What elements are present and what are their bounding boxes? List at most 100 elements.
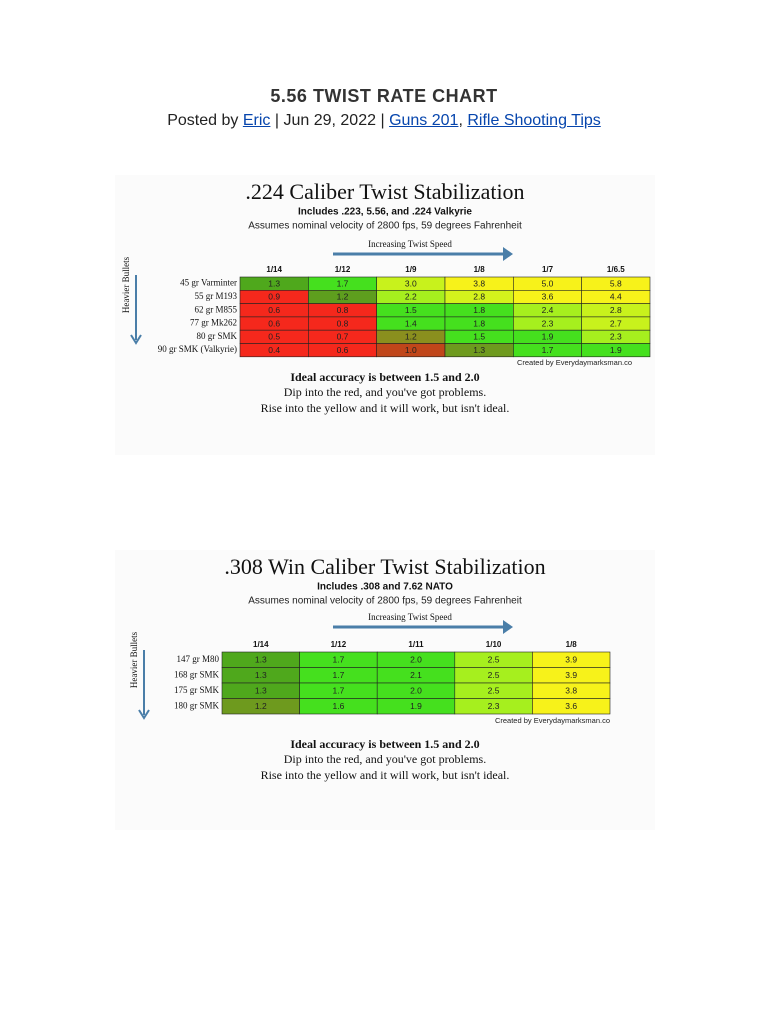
cell-value: 0.4 — [268, 345, 280, 355]
column-header: 1/11 — [408, 640, 424, 649]
row-label: 80 gr SMK — [196, 331, 237, 341]
separator: | — [274, 112, 280, 129]
cell-value: 2.0 — [410, 686, 422, 696]
cell-value: 0.6 — [337, 345, 349, 355]
cell-value: 0.8 — [337, 305, 349, 315]
column-header: 1/14 — [266, 265, 282, 274]
cell-value: 1.7 — [542, 345, 554, 355]
row-label: 90 gr SMK (Valkyrie) — [158, 344, 237, 354]
cell-value: 1.9 — [610, 345, 622, 355]
cell-value: 0.6 — [268, 305, 280, 315]
cell-value: 1.3 — [255, 686, 267, 696]
cell-value: 1.2 — [337, 292, 349, 302]
axis-arrow-head — [138, 709, 150, 720]
cell-value: 3.8 — [473, 278, 485, 288]
column-header: 1/7 — [542, 265, 554, 274]
chart-subtitle: Includes .223, 5.56, and .224 Valkyrie — [298, 207, 472, 218]
cell-value: 2.0 — [410, 655, 422, 665]
byline-prefix: Posted by — [167, 112, 239, 129]
cell-value: 3.0 — [405, 278, 417, 288]
cell-value: 1.7 — [337, 278, 349, 288]
cell-value: 5.0 — [542, 278, 554, 288]
cell-value: 5.8 — [610, 278, 622, 288]
cell-value: 1.5 — [405, 305, 417, 315]
cell-value: 1.2 — [405, 332, 417, 342]
byline: Posted by Eric | Jun 29, 2022 | Guns 201… — [0, 112, 768, 130]
cell-value: 1.5 — [473, 332, 485, 342]
cell-value: 1.3 — [473, 345, 485, 355]
cell-value: 0.8 — [337, 318, 349, 328]
arrow-head — [503, 620, 513, 634]
arrow-label: Increasing Twist Speed — [368, 612, 452, 622]
credit: Created by Everydaymarksman.co — [517, 358, 632, 367]
chart-title: .224 Caliber Twist Stabilization — [245, 179, 524, 204]
cell-value: 1.7 — [332, 670, 344, 680]
column-header: 1/8 — [566, 640, 578, 649]
cell-value: 2.3 — [488, 701, 500, 711]
footer-line: Dip into the red, and you've got problem… — [284, 385, 486, 399]
post-date: Jun 29, 2022 — [283, 112, 376, 129]
footer-line: Ideal accuracy is between 1.5 and 2.0 — [290, 737, 479, 751]
cell-value: 2.5 — [488, 655, 500, 665]
cell-value: 2.7 — [610, 318, 622, 328]
footer-line: Rise into the yellow and it will work, b… — [261, 401, 510, 415]
column-header: 1/6.5 — [607, 265, 625, 274]
cell-value: 1.7 — [332, 686, 344, 696]
cell-value: 1.9 — [542, 332, 554, 342]
column-header: 1/14 — [253, 640, 269, 649]
row-label: 168 gr SMK — [174, 669, 220, 679]
chart-image: .224 Caliber Twist Stabilization Includes… — [115, 175, 655, 455]
cell-value: 1.9 — [410, 701, 422, 711]
cell-value: 3.6 — [542, 292, 554, 302]
column-header: 1/10 — [486, 640, 502, 649]
row-label: 62 gr M855 — [195, 304, 238, 314]
table-cell — [532, 698, 611, 715]
footer-line: Rise into the yellow and it will work, b… — [261, 768, 510, 782]
cell-value: 2.8 — [610, 305, 622, 315]
cell-value: 0.6 — [268, 318, 280, 328]
cell-value: 0.9 — [268, 292, 280, 302]
cell-value: 1.7 — [332, 655, 344, 665]
cell-value: 4.4 — [610, 292, 622, 302]
arrow-head — [503, 247, 513, 261]
cell-value: 1.2 — [255, 701, 267, 711]
page-title: 5.56 TWIST RATE CHART — [270, 86, 498, 106]
row-label: 55 gr M193 — [195, 291, 238, 301]
cell-value: 3.6 — [565, 701, 577, 711]
cell-value: 2.2 — [405, 292, 417, 302]
column-header: 1/12 — [331, 640, 347, 649]
cell-value: 1.0 — [405, 345, 417, 355]
axis-label: Heavier Bullets — [121, 256, 131, 313]
chart-note: Assumes nominal velocity of 2800 fps, 59… — [248, 596, 522, 607]
footer-line: Ideal accuracy is between 1.5 and 2.0 — [290, 370, 479, 384]
category-link[interactable]: Rifle Shooting Tips — [467, 112, 601, 129]
cell-value: 2.4 — [542, 305, 554, 315]
chart-note: Assumes nominal velocity of 2800 fps, 59… — [248, 221, 522, 232]
category-link[interactable]: Guns 201 — [389, 112, 459, 129]
cell-value: 2.5 — [488, 670, 500, 680]
row-label: 180 gr SMK — [174, 700, 220, 710]
credit: Created by Everydaymarksman.co — [495, 716, 610, 725]
column-header: 1/9 — [405, 265, 417, 274]
cell-value: 1.3 — [255, 655, 267, 665]
row-label: 45 gr Varminter — [180, 278, 237, 288]
cell-value: 0.7 — [337, 332, 349, 342]
cell-value: 1.6 — [332, 701, 344, 711]
row-label: 77 gr Mk262 — [190, 318, 237, 328]
cell-value: 0.5 — [268, 332, 280, 342]
author-link[interactable]: Eric — [242, 112, 271, 129]
cell-value: 2.3 — [610, 332, 622, 342]
cell-value: 2.8 — [473, 292, 485, 302]
cell-value: 1.4 — [405, 318, 417, 328]
chart-subtitle: Includes .308 and 7.62 NATO — [317, 582, 453, 593]
cell-value: 2.1 — [410, 670, 422, 680]
cell-value: 2.3 — [542, 318, 554, 328]
cell-value: 1.3 — [255, 670, 267, 680]
row-label: 175 gr SMK — [174, 685, 220, 695]
chart-title: .308 Win Caliber Twist Stabilization — [224, 554, 545, 579]
cell-value: 1.3 — [268, 278, 280, 288]
footer-line: Dip into the red, and you've got problem… — [284, 752, 486, 766]
separator: | — [380, 112, 385, 129]
